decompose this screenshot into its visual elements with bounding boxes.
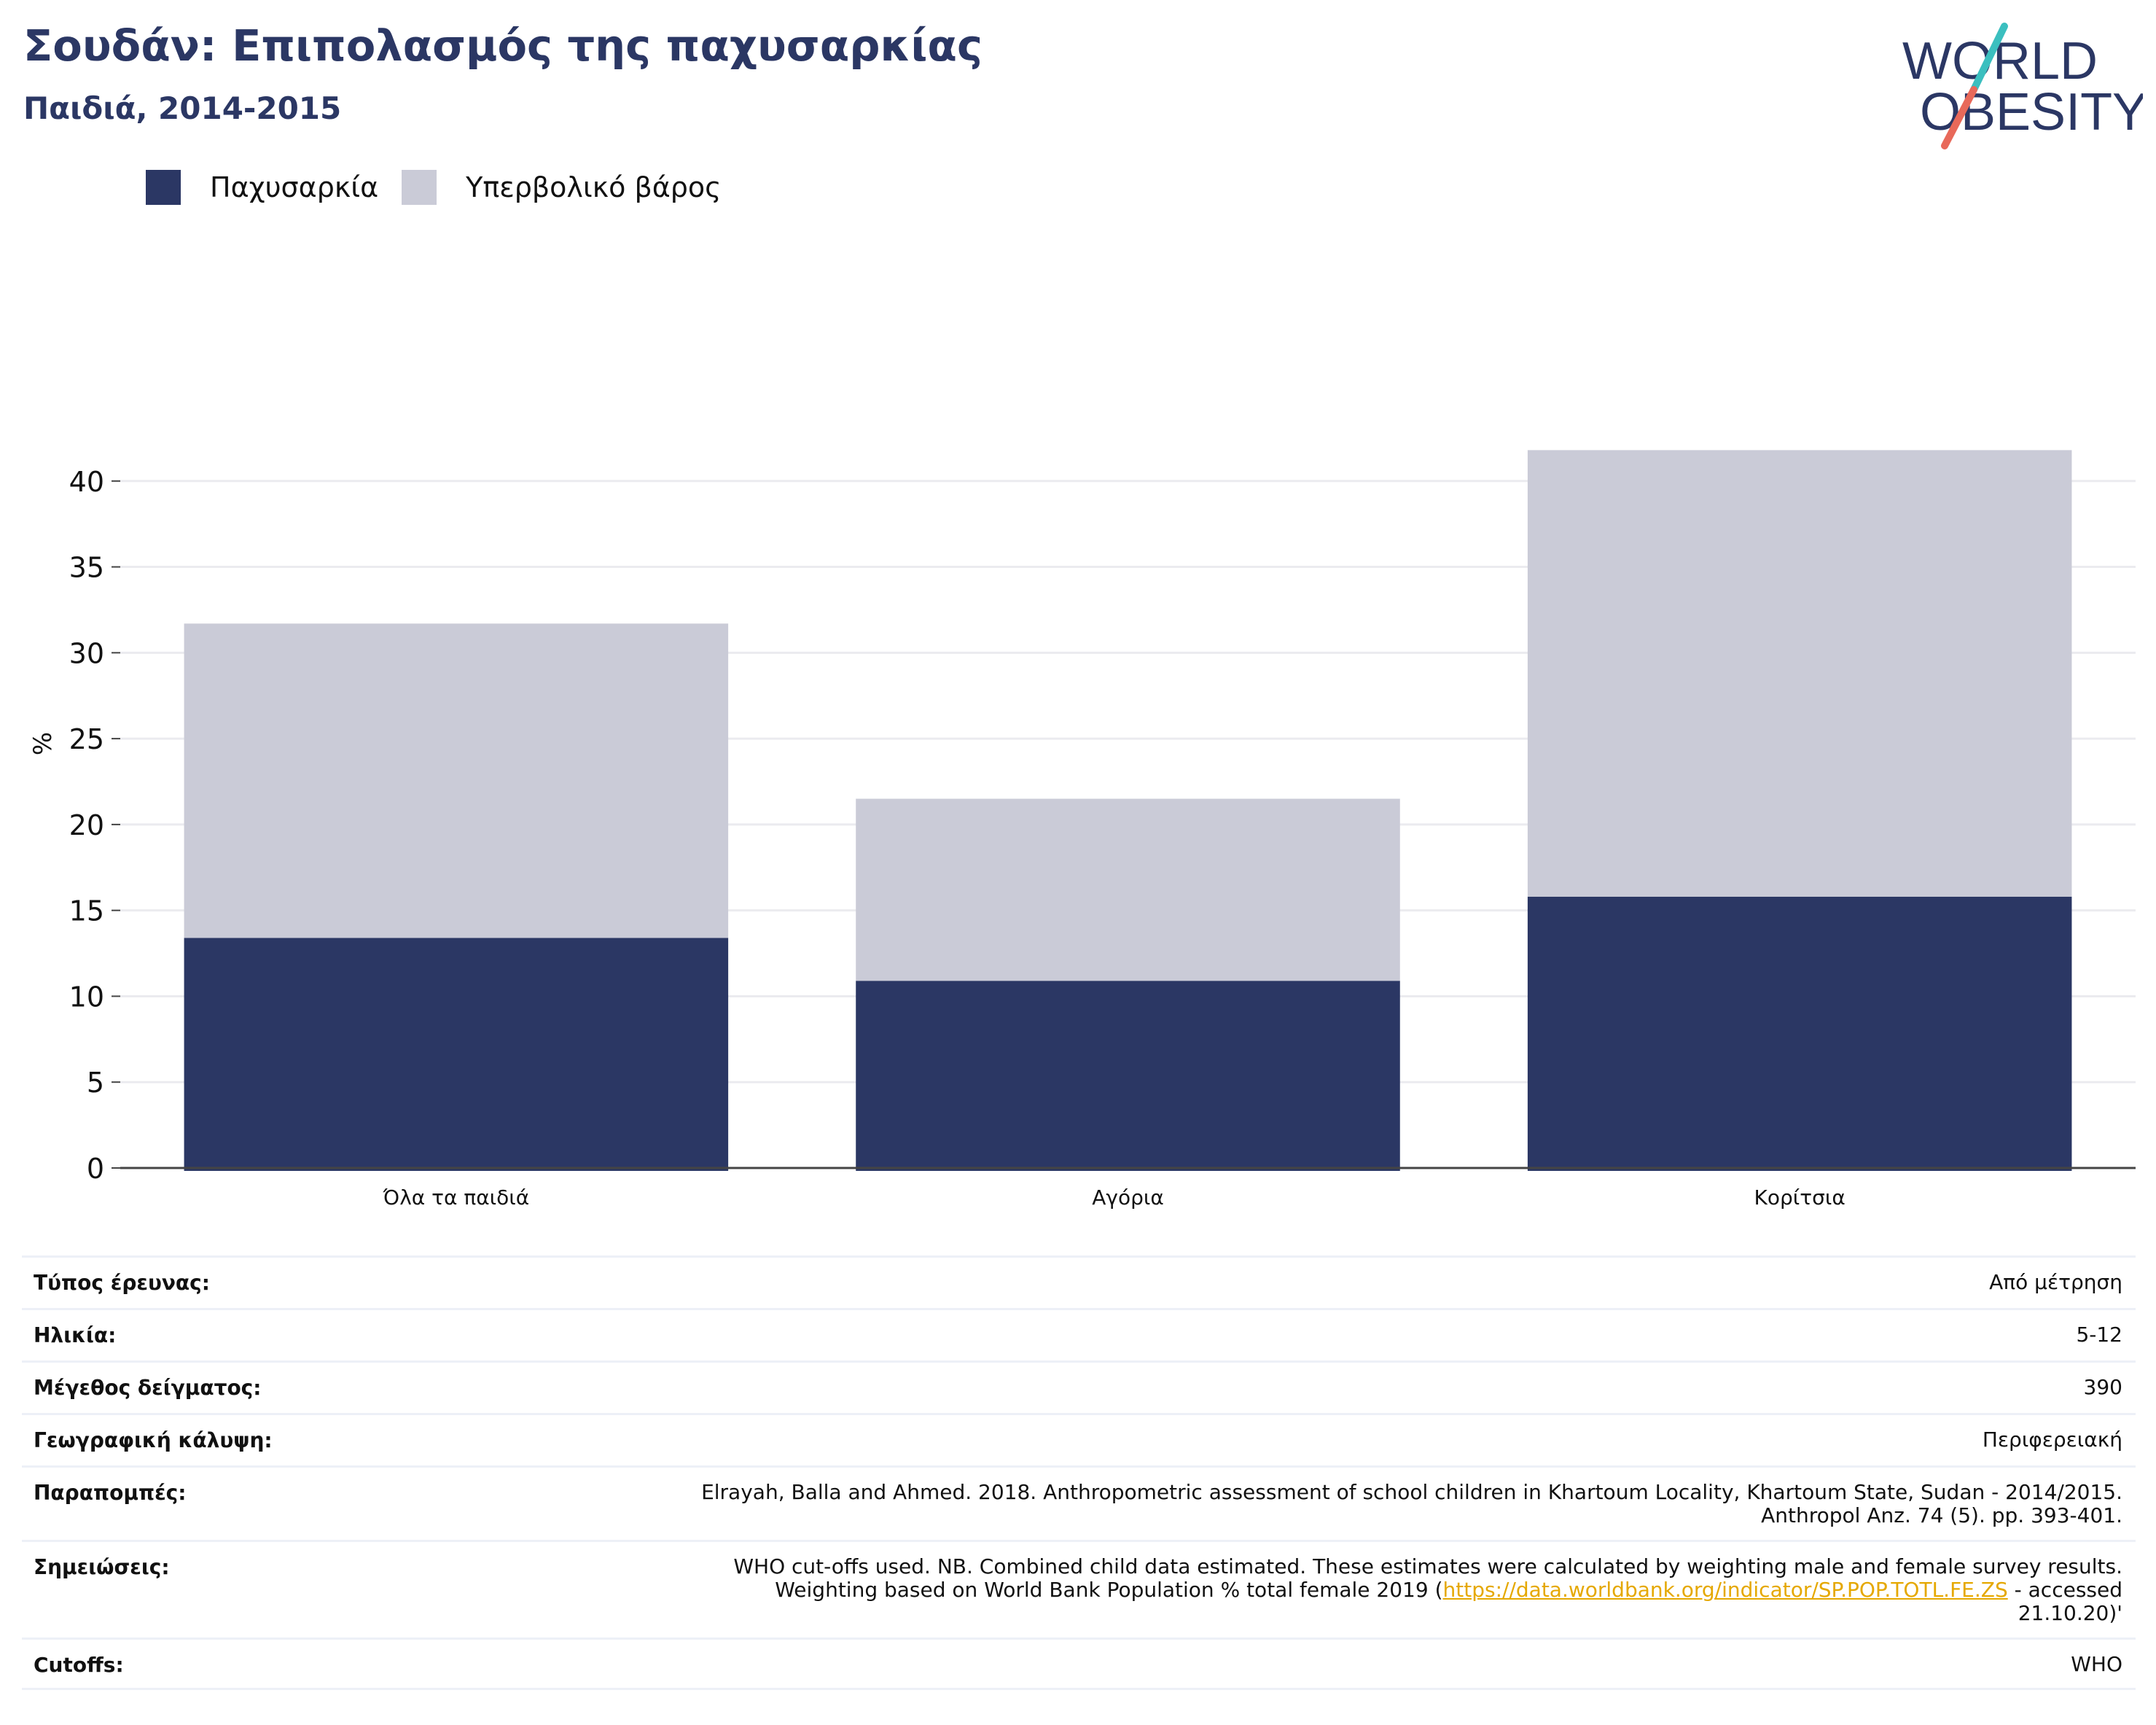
legend-item-overweight[interactable]: Υπερβολικό βάρος — [402, 170, 721, 205]
x-tick-label-0: Όλα τα παιδιά — [382, 1185, 529, 1210]
logo-slash-top — [1970, 23, 2008, 93]
meta-label-sample-size: Μέγεθος δείγματος: — [34, 1376, 262, 1400]
legend-item-obesity[interactable]: Παχυσαρκία — [146, 170, 378, 205]
meta-label-cutoffs: Cutoffs: — [34, 1653, 124, 1677]
references-line1: Elrayah, Balla and Ahmed. 2018. Anthropo… — [701, 1480, 2122, 1504]
y-axis-label: % — [28, 732, 58, 755]
y-tick-label-35: 35 — [69, 552, 104, 584]
world-obesity-logo: WORLD OBESITY — [1902, 23, 2143, 149]
bar-overweight-0 — [184, 623, 729, 938]
legend-swatch-overweight — [402, 170, 437, 205]
bar-obesity-1 — [856, 981, 1400, 1171]
x-tick-label-1: Αγόρια — [1092, 1185, 1164, 1210]
meta-label-survey-type: Τύπος έρευνας: — [34, 1271, 210, 1295]
logo-slash-bottom — [1941, 86, 1977, 149]
y-tick-label-5: 5 — [87, 1067, 104, 1099]
meta-row-references: Παραπομπές: Elrayah, Balla and Ahmed. 20… — [22, 1465, 2136, 1540]
meta-value-cutoffs: WHO — [2071, 1652, 2122, 1676]
y-tick-label-10: 10 — [69, 981, 104, 1013]
logo-line2: OBESITY — [1920, 83, 2143, 141]
notes-line3: 21.10.20)' — [2018, 1601, 2122, 1625]
references-line2: Anthropol Anz. 74 (5). pp. 393-401. — [1761, 1503, 2122, 1527]
meta-row-cutoffs: Cutoffs: WHO — [22, 1638, 2136, 1690]
notes-line2-post: - accessed — [2007, 1578, 2122, 1602]
meta-value-sample-size: 390 — [2083, 1375, 2122, 1399]
y-tick-label-25: 25 — [69, 723, 104, 755]
meta-value-survey-type: Από μέτρηση — [1989, 1270, 2122, 1294]
meta-value-notes: WHO cut-offs used. NB. Combined child da… — [733, 1555, 2122, 1625]
legend-swatch-obesity — [146, 170, 181, 205]
meta-value-coverage: Περιφερειακή — [1982, 1428, 2122, 1452]
bar-chart: 0 5 10 15 20 25 30 35 40% Όλα τα παιδιά Αγόρια Κορί… — [28, 450, 2136, 1210]
meta-row-coverage: Γεωγραφική κάλυψη: Περιφερειακή — [22, 1413, 2136, 1465]
y-tick-label-20: 20 — [69, 809, 104, 841]
y-tick-label-0: 0 — [87, 1153, 104, 1185]
bar-overweight-2 — [1527, 450, 2072, 897]
bar-overweight-1 — [856, 798, 1400, 981]
worldbank-link[interactable]: https://data.worldbank.org/indicator/SP.… — [1442, 1578, 2008, 1602]
legend-label-obesity: Παχυσαρκία — [210, 171, 379, 203]
bar-obesity-2 — [1527, 896, 2072, 1171]
legend-label-overweight: Υπερβολικό βάρος — [466, 171, 722, 203]
y-tick-label-40: 40 — [69, 466, 104, 498]
meta-value-references: Elrayah, Balla and Ahmed. 2018. Anthropo… — [701, 1481, 2122, 1527]
bar-obesity-0 — [184, 938, 729, 1171]
meta-label-coverage: Γεωγραφική κάλυψη: — [34, 1428, 273, 1452]
chart-subtitle: Παιδιά, 2014-2015 — [23, 90, 342, 126]
meta-label-references: Παραπομπές: — [34, 1481, 187, 1505]
meta-row-survey-type: Τύπος έρευνας: Από μέτρηση — [22, 1255, 2136, 1308]
y-tick-label-30: 30 — [69, 637, 104, 669]
meta-row-notes: Σημειώσεις: WHO cut-offs used. NB. Combi… — [22, 1540, 2136, 1638]
y-tick-label-15: 15 — [69, 895, 104, 927]
meta-label-age: Ηλικία: — [34, 1323, 117, 1347]
meta-label-notes: Σημειώσεις: — [34, 1555, 170, 1579]
metadata-table: Τύπος έρευνας: Από μέτρηση Ηλικία: 5-12 … — [22, 1255, 2136, 1690]
meta-value-age: 5-12 — [2076, 1323, 2122, 1347]
x-tick-label-2: Κορίτσια — [1754, 1185, 1846, 1210]
chart-title: Σουδάν: Επιπολασμός της παχυσαρκίας — [23, 20, 983, 71]
notes-line2-pre: Weighting based on World Bank Population… — [775, 1578, 1443, 1602]
notes-line1: WHO cut-offs used. NB. Combined child da… — [733, 1554, 2122, 1578]
chart-legend: Παχυσαρκία Υπερβολικό βάρος — [146, 168, 744, 207]
meta-row-age: Ηλικία: 5-12 — [22, 1308, 2136, 1360]
meta-row-sample-size: Μέγεθος δείγματος: 390 — [22, 1360, 2136, 1413]
